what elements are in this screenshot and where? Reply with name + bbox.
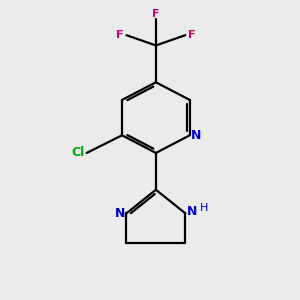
Text: Cl: Cl xyxy=(72,146,85,159)
Text: N: N xyxy=(191,129,201,142)
Text: N: N xyxy=(115,207,125,220)
Text: H: H xyxy=(200,203,208,213)
Text: N: N xyxy=(187,205,197,218)
Text: F: F xyxy=(152,9,160,19)
Text: F: F xyxy=(116,30,124,40)
Text: F: F xyxy=(188,30,196,40)
